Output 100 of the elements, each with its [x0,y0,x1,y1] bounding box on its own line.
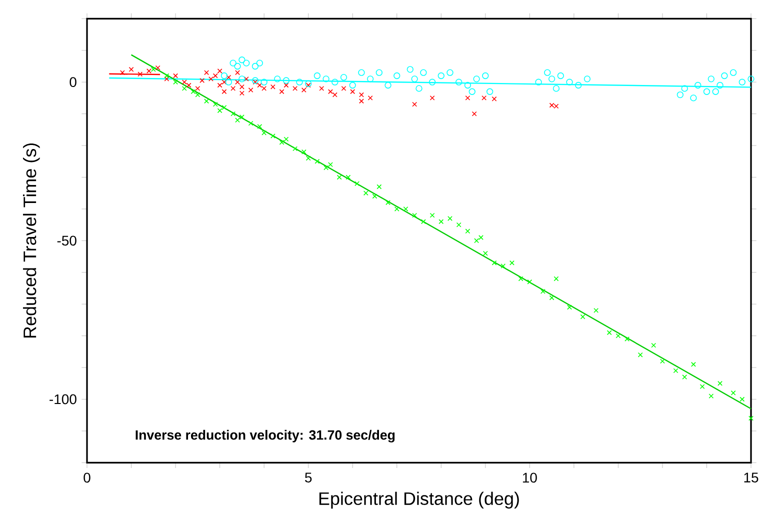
point [212,73,218,78]
point [350,89,356,94]
point [368,95,373,100]
point [584,76,591,82]
point [430,95,435,100]
point [257,82,262,88]
point [438,72,444,80]
point [340,74,348,81]
point [332,92,338,98]
point [282,77,290,84]
x-tick-label: 5 [305,472,312,482]
point [252,62,259,70]
point [238,56,246,64]
point [465,95,470,100]
point [412,102,418,107]
point [468,88,476,95]
x-axis-title: Epicentral Distance (deg) [319,492,519,509]
point [270,84,276,90]
point [332,78,338,86]
point [220,72,228,80]
point [328,89,333,94]
point [473,76,480,82]
point [694,82,702,89]
point [204,70,209,76]
point [128,66,134,72]
point [716,82,724,89]
point [279,89,284,94]
point [239,90,244,96]
point [292,86,298,91]
point [306,82,311,88]
point [305,80,312,88]
point [557,72,564,80]
point [235,80,240,85]
point [535,78,542,86]
point [322,76,330,82]
point [301,88,306,92]
point [146,68,152,74]
point [262,86,267,91]
point [173,73,178,78]
point [222,80,227,85]
point [420,69,427,76]
point [217,68,222,74]
point [200,78,205,83]
point [486,88,494,95]
x-tick-label: 0 [84,472,90,483]
x-tick-label: 15 [744,472,758,482]
point [690,94,697,102]
point [256,60,263,66]
point [296,78,303,86]
point [208,76,214,82]
point [366,76,374,82]
point [712,88,719,95]
x-tick-label: 10 [522,472,537,483]
point [138,72,143,77]
point [230,86,236,91]
point [226,74,232,80]
point [164,76,170,82]
point [225,78,232,86]
point [243,60,250,66]
point [195,86,200,91]
point [406,66,414,73]
point [182,80,187,85]
point [708,76,714,82]
point [681,85,688,92]
point [411,76,418,82]
point [358,69,365,76]
point [358,98,364,104]
point [239,84,244,90]
y-axis-title: Reduced Travel Time (s) [23,143,40,338]
point [544,69,551,76]
point [155,65,160,70]
y-tick-label: -100 [50,394,76,404]
point [230,60,236,66]
point [446,69,454,76]
point [314,72,321,80]
point [217,82,222,88]
point [428,78,436,86]
point [676,91,684,98]
point [482,72,489,80]
annotation: Inverse reduction velocity: 31.70 sec/deg [136,430,395,442]
y-tick-label: -50 [57,236,76,246]
point [260,78,268,86]
point [730,69,737,76]
point [274,76,281,82]
point [186,82,192,88]
point [244,76,249,82]
point [416,85,422,92]
point [252,80,258,85]
y-tick-label: 0 [70,77,76,88]
point [738,78,746,86]
point [566,78,573,86]
point [319,86,324,91]
point [548,76,556,82]
point [384,82,392,89]
point [284,82,289,88]
point [394,72,400,80]
point [472,111,477,116]
point [482,95,487,100]
point [235,70,240,76]
point [456,78,462,86]
